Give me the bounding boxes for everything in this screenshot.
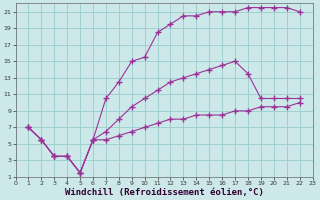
X-axis label: Windchill (Refroidissement éolien,°C): Windchill (Refroidissement éolien,°C) (65, 188, 263, 197)
